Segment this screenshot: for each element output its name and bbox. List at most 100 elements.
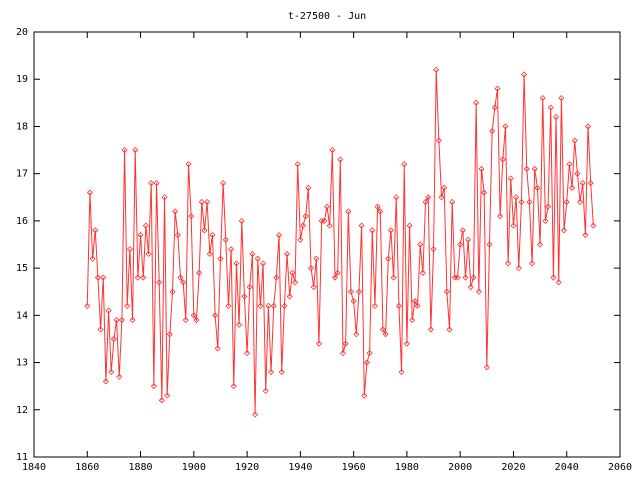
data-point [156, 279, 163, 286]
data-point [499, 156, 506, 163]
data-point [318, 217, 325, 224]
data-point [252, 411, 259, 418]
data-point [513, 194, 520, 201]
y-tick-label: 15 [16, 263, 28, 274]
data-point [553, 113, 560, 121]
data-point [377, 208, 384, 215]
data-point [260, 260, 267, 267]
data-point [473, 99, 480, 106]
data-point [161, 194, 168, 201]
data-point [305, 184, 312, 191]
data-point [193, 316, 200, 324]
data-point [350, 298, 357, 305]
data-point [467, 283, 474, 291]
data-point [566, 161, 573, 168]
y-tick-label: 12 [16, 405, 28, 416]
data-point [188, 213, 195, 220]
data-point [523, 165, 530, 173]
data-point [129, 316, 136, 324]
y-tick-label: 20 [16, 27, 28, 38]
data-point [537, 241, 544, 248]
data-point [363, 359, 371, 366]
x-tick-label: 2060 [608, 462, 632, 473]
data-point [281, 302, 288, 309]
data-point [225, 302, 232, 309]
data-point [89, 255, 96, 262]
data-point [273, 274, 280, 281]
data-point [379, 326, 387, 333]
data-point [545, 203, 552, 210]
data-point [307, 265, 315, 272]
data-point [387, 227, 394, 234]
data-point [278, 368, 285, 376]
data-point [563, 198, 570, 206]
data-point [124, 302, 131, 309]
data-point [108, 368, 115, 376]
data-point [555, 279, 562, 286]
data-point [201, 227, 208, 234]
x-tick-label: 1960 [342, 462, 366, 473]
data-point [212, 312, 219, 319]
data-point [92, 227, 99, 234]
data-point [454, 274, 461, 281]
data-point [315, 340, 323, 347]
data-point [568, 184, 576, 191]
data-point [582, 231, 589, 239]
data-point [310, 283, 317, 291]
data-point [361, 392, 368, 399]
data-point [110, 335, 117, 343]
data-point [238, 217, 245, 224]
data-point [241, 293, 248, 300]
data-point [390, 274, 397, 281]
x-tick-label: 1880 [128, 462, 152, 473]
data-point [355, 288, 363, 295]
data-point [302, 213, 309, 220]
data-point [220, 180, 227, 187]
data-point [204, 198, 211, 206]
data-point [406, 222, 413, 229]
data-line [86, 69, 594, 415]
data-point [262, 387, 269, 394]
data-point [494, 85, 501, 92]
data-point [84, 302, 91, 309]
data-point [465, 236, 472, 243]
data-point [510, 222, 517, 229]
plot-frame [33, 31, 621, 458]
data-point [121, 146, 128, 154]
x-tick-label: 1860 [75, 462, 99, 473]
data-point [267, 368, 275, 376]
data-point [177, 274, 184, 281]
x-tick-label: 2000 [448, 462, 472, 473]
data-point [491, 104, 498, 111]
data-point [254, 255, 261, 262]
data-point [334, 269, 341, 276]
data-point [217, 255, 224, 262]
data-point [584, 123, 592, 130]
data-point [369, 227, 376, 234]
y-tick-label: 13 [16, 358, 28, 369]
data-point [433, 66, 440, 73]
data-point [459, 227, 466, 234]
x-tick-label: 2040 [555, 462, 579, 473]
x-tick-label: 2020 [501, 462, 525, 473]
data-point [486, 241, 493, 248]
data-point [382, 331, 389, 338]
data-point [411, 298, 418, 305]
data-point [435, 137, 442, 144]
data-point [180, 279, 187, 286]
data-point [326, 222, 333, 229]
data-point [342, 340, 349, 347]
data-point [347, 288, 355, 295]
data-point [409, 316, 416, 324]
data-point [137, 231, 144, 239]
data-point [294, 161, 301, 168]
data-point [228, 246, 235, 253]
data-point [547, 104, 554, 111]
data-point [539, 95, 546, 102]
data-point [283, 250, 291, 258]
x-tick-label: 1840 [22, 462, 46, 473]
data-point [576, 198, 584, 206]
data-point [329, 146, 336, 154]
data-point [118, 316, 125, 324]
